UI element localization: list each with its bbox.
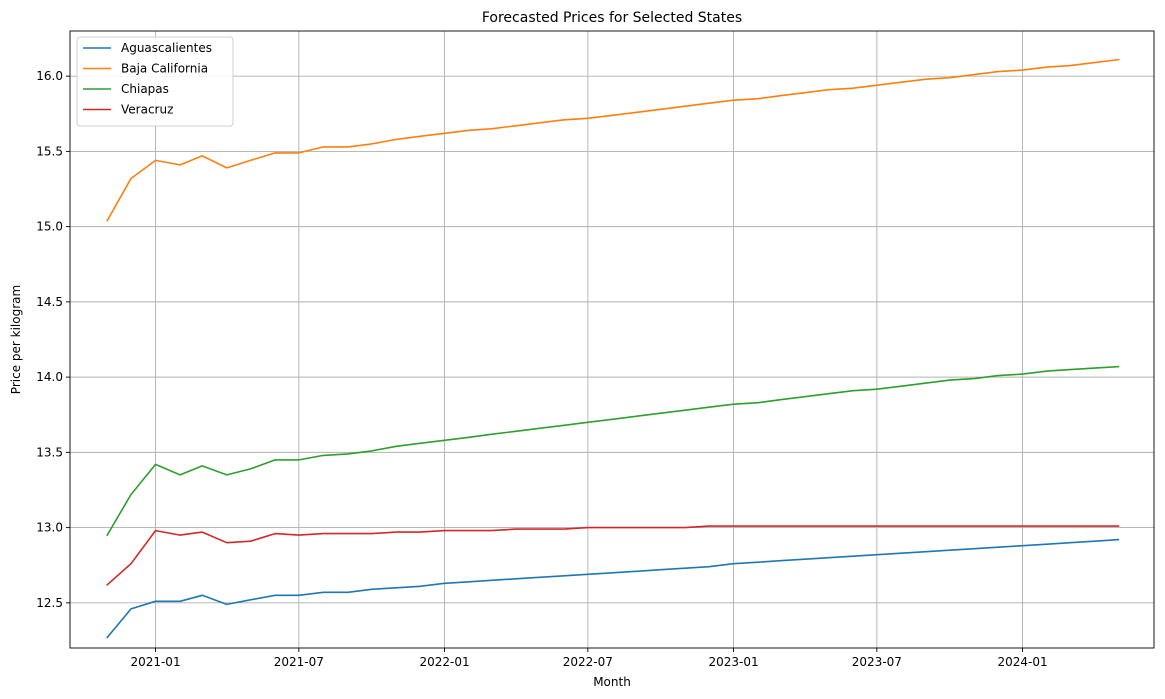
legend-frame xyxy=(76,36,234,127)
x-tick-label: 2022-01 xyxy=(419,655,469,669)
y-tick-label: 16.0 xyxy=(36,69,63,83)
legend-label: Aguascalientes xyxy=(121,41,212,55)
x-tick-label: 2022-07 xyxy=(563,655,613,669)
plot-frame xyxy=(69,30,1155,649)
grid xyxy=(70,31,1154,648)
series-line-baja-california xyxy=(106,58,1120,222)
x-tick-label: 2023-01 xyxy=(708,655,758,669)
x-tick-label: 2021-07 xyxy=(274,655,324,669)
series-line-veracruz xyxy=(106,525,1120,586)
y-tick-label: 13.0 xyxy=(36,521,63,535)
legend-label: Chiapas xyxy=(121,82,169,96)
y-tick-label: 15.5 xyxy=(36,144,63,158)
x-tick-label: 2021-01 xyxy=(130,655,180,669)
legend-label: Baja California xyxy=(121,62,208,76)
legend-label: Veracruz xyxy=(121,103,173,117)
x-tick-label: 2024-01 xyxy=(997,655,1047,669)
y-tick-label: 14.5 xyxy=(36,295,63,309)
series-line-chiapas xyxy=(106,365,1120,537)
y-tick-label: 15.0 xyxy=(36,220,63,234)
x-axis: 2021-01 2021-07 2022-01 2022-07 2023-01 2023-… xyxy=(130,648,1048,669)
y-tick-label: 12.5 xyxy=(36,596,63,610)
series-line-aguascalientes xyxy=(106,538,1120,639)
x-tick-label: 2023-07 xyxy=(852,655,902,669)
y-tick-label: 14.0 xyxy=(36,370,63,384)
legend: Aguascalientes Baja California Chiapas Vera… xyxy=(76,36,234,127)
y-axis: 12.5 13.0 13.5 14.0 14.5 15.0 15.5 16.0 xyxy=(36,69,70,610)
chart-title: Forecasted Prices for Selected States xyxy=(482,10,742,26)
x-axis-label: Month xyxy=(593,675,631,689)
y-axis-label: Price per kilogram xyxy=(9,285,23,394)
series-layer xyxy=(106,58,1120,639)
y-tick-label: 13.5 xyxy=(36,445,63,459)
